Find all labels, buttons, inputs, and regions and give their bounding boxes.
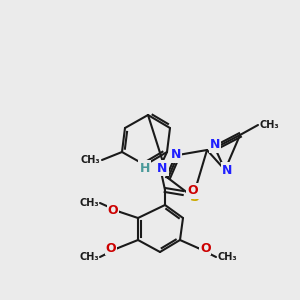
Text: N: N	[222, 164, 232, 176]
Text: N: N	[171, 148, 181, 161]
Text: CH₃: CH₃	[80, 252, 99, 262]
Text: O: O	[200, 242, 211, 254]
Text: O: O	[187, 184, 198, 197]
Text: CH₃: CH₃	[217, 252, 237, 262]
Text: CH₃: CH₃	[260, 120, 280, 130]
Text: N: N	[157, 161, 167, 175]
Text: O: O	[105, 242, 116, 254]
Text: S: S	[190, 190, 200, 204]
Text: H: H	[140, 161, 150, 175]
Text: CH₃: CH₃	[80, 198, 99, 208]
Text: O: O	[107, 203, 118, 217]
Text: CH₃: CH₃	[80, 155, 100, 165]
Text: N: N	[210, 139, 220, 152]
